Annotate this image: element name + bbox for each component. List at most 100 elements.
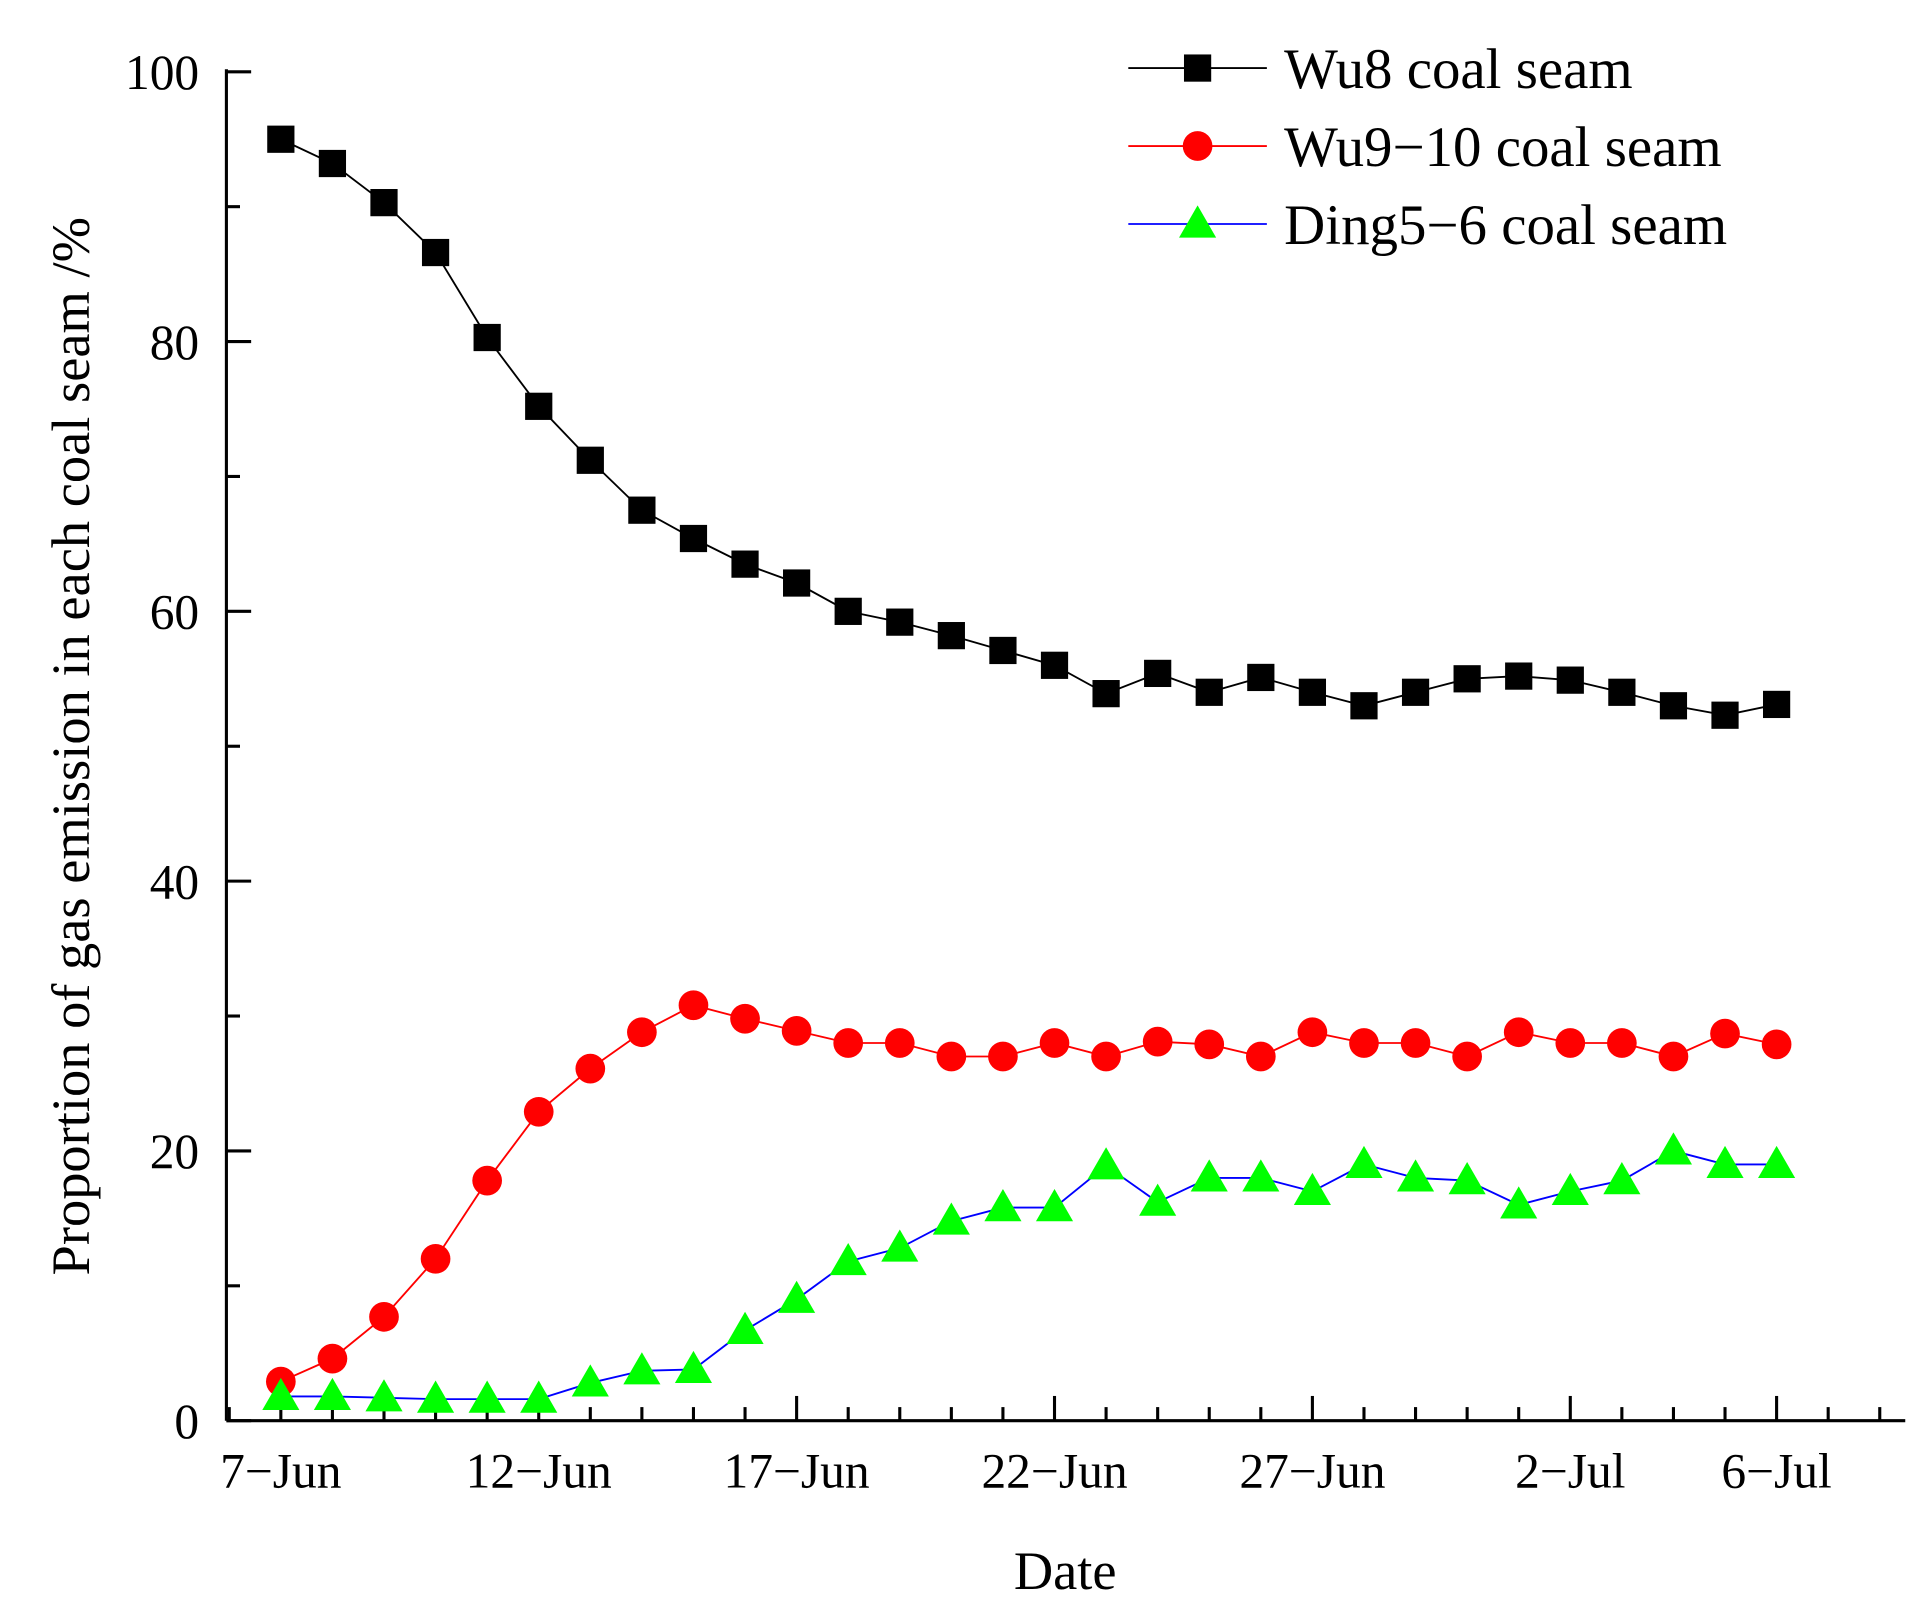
data-point <box>313 1377 351 1411</box>
x-tick-label: 17−Jun <box>724 1444 870 1499</box>
data-point <box>726 1311 764 1344</box>
y-tick-label: 80 <box>150 315 199 370</box>
y-tick-label: 60 <box>150 585 199 640</box>
data-point <box>1345 1145 1383 1179</box>
legend-label: Wu8 coal seam <box>1284 38 1632 101</box>
data-point <box>833 1028 864 1058</box>
legend-label: Wu9−10 coal seam <box>1284 116 1721 179</box>
data-point <box>1349 1028 1379 1058</box>
series-1 <box>265 990 1792 1397</box>
data-point <box>623 1352 661 1385</box>
data-point <box>317 1343 348 1374</box>
data-point <box>936 1041 967 1072</box>
data-point <box>886 608 914 636</box>
data-point <box>884 1028 915 1058</box>
x-tick-label: 12−Jun <box>466 1444 612 1499</box>
data-point <box>523 1096 554 1127</box>
data-point <box>778 1280 816 1313</box>
data-point <box>1242 1159 1280 1192</box>
legend: Wu8 coal seam Wu9−10 coal seam Ding5−6 coa… <box>1128 38 1727 257</box>
data-point <box>1607 1028 1637 1058</box>
data-point <box>1758 1145 1796 1179</box>
data-point <box>834 597 862 625</box>
data-point <box>525 392 553 420</box>
data-point <box>520 1380 558 1413</box>
data-point <box>1711 701 1739 729</box>
data-point <box>1091 1041 1121 1072</box>
y-tick-label: 0 <box>174 1394 199 1449</box>
data-point <box>881 1229 919 1262</box>
data-point <box>1761 1029 1792 1060</box>
data-point <box>731 550 759 578</box>
data-point <box>1139 1183 1177 1216</box>
x-tick-label: 7−Jun <box>220 1444 341 1499</box>
data-point <box>420 1243 451 1274</box>
data-point <box>1350 692 1378 720</box>
data-point <box>628 496 656 524</box>
data-point <box>1556 666 1584 694</box>
series-group <box>262 125 1796 1413</box>
data-point <box>1195 678 1223 706</box>
series-2 <box>262 1132 1796 1413</box>
data-point <box>1505 662 1533 690</box>
data-point <box>1658 1041 1689 1072</box>
legend-marker <box>1183 54 1212 82</box>
data-point <box>472 1165 502 1196</box>
legend-item: Wu8 coal seam <box>1128 38 1633 101</box>
data-point <box>370 189 398 217</box>
data-point <box>1706 1145 1744 1179</box>
data-point <box>627 1017 657 1048</box>
data-point <box>1194 1029 1225 1060</box>
x-tick-label: 22−Jun <box>981 1444 1127 1499</box>
data-point <box>988 1041 1018 1072</box>
data-point <box>1654 1132 1693 1165</box>
data-point <box>1551 1172 1589 1206</box>
x-tick-label: 27−Jun <box>1239 1444 1385 1499</box>
legend-marker <box>1182 131 1213 161</box>
data-point <box>1762 690 1791 719</box>
data-point <box>421 238 450 267</box>
y-tick-label: 20 <box>150 1124 199 1179</box>
data-point <box>730 1003 760 1034</box>
data-point <box>1039 1028 1070 1058</box>
data-point <box>1401 678 1430 706</box>
data-point <box>571 1364 609 1397</box>
data-point <box>468 1380 506 1413</box>
data-point <box>1659 692 1688 720</box>
legend-label: Ding5−6 coal seam <box>1284 194 1727 257</box>
data-point <box>783 569 811 597</box>
data-point <box>932 1202 970 1235</box>
data-point <box>1087 1147 1125 1180</box>
data-point <box>1092 680 1120 708</box>
data-point <box>262 1377 300 1411</box>
data-point <box>984 1189 1022 1222</box>
data-point <box>1400 1028 1431 1058</box>
data-point <box>369 1301 399 1332</box>
data-point <box>1603 1162 1641 1195</box>
data-point <box>1142 1026 1173 1057</box>
data-point <box>575 1053 606 1084</box>
data-point <box>1710 1018 1740 1049</box>
data-point <box>1453 665 1481 693</box>
data-point <box>1040 651 1069 679</box>
series-line <box>280 1004 1777 1383</box>
data-point <box>678 990 709 1021</box>
data-point <box>829 1242 867 1276</box>
data-point <box>1448 1162 1486 1195</box>
data-point <box>674 1350 713 1384</box>
axes: 0 20 40 60 80 100 7−Jun 12−Jun 17−Jun 22−Jun 27−Ju… <box>125 45 1906 1499</box>
data-point <box>1500 1186 1538 1219</box>
y-axis-label: Proportion of gas emission in each coal … <box>40 217 101 1275</box>
x-axis-label: Date <box>1014 1540 1117 1601</box>
data-point <box>1190 1159 1228 1192</box>
legend-item: Wu9−10 coal seam <box>1128 116 1722 179</box>
data-point <box>365 1379 403 1412</box>
series-0 <box>267 125 1791 729</box>
data-point <box>1247 663 1275 692</box>
legend-marker <box>1179 205 1217 238</box>
data-point <box>1396 1159 1435 1192</box>
data-point <box>1608 678 1636 706</box>
series-line <box>280 1149 1777 1401</box>
data-point <box>1555 1028 1586 1058</box>
